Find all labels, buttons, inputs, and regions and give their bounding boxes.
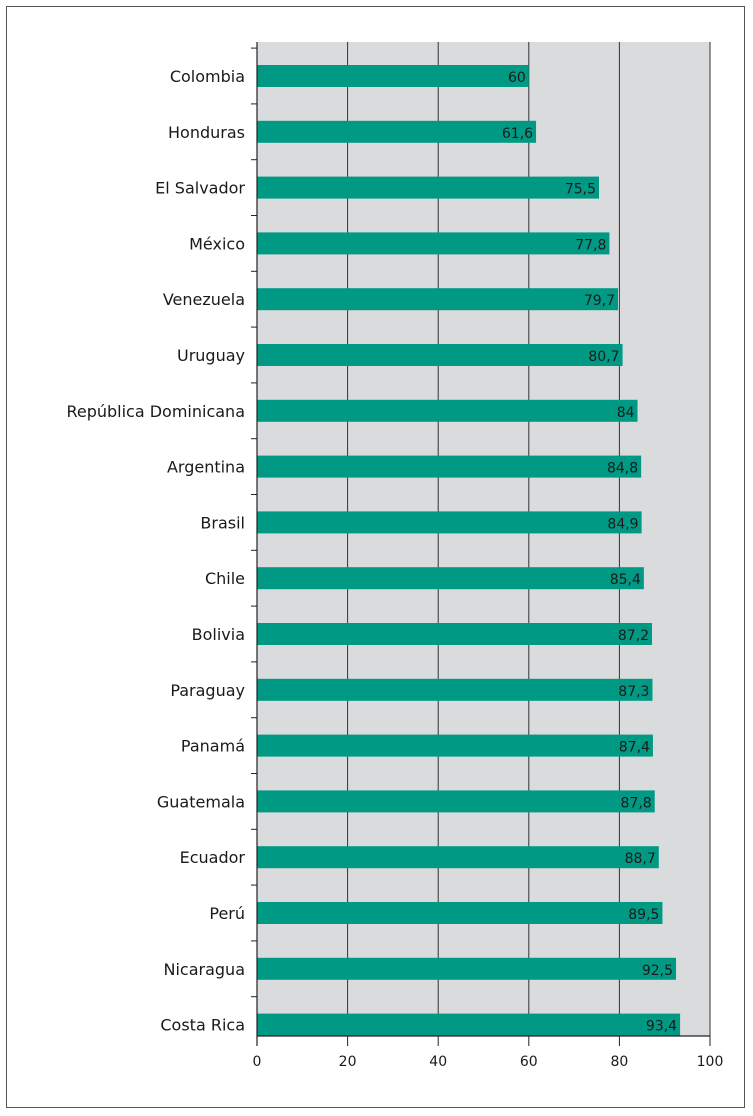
value-label: 87,8: [621, 795, 652, 811]
category-label: Bolivia: [192, 625, 245, 644]
bar: [257, 511, 642, 534]
value-label: 88,7: [625, 851, 656, 867]
x-tick-label: 40: [429, 1054, 447, 1070]
value-label: 87,3: [618, 684, 649, 700]
plot-background: [257, 42, 710, 1036]
bar: [257, 1013, 681, 1036]
category-label: Venezuela: [163, 290, 245, 309]
category-label: México: [189, 234, 245, 253]
bar: [257, 623, 653, 645]
bar: [257, 957, 677, 980]
bar: [257, 567, 644, 590]
bar: [257, 902, 663, 924]
x-tick-label: 20: [339, 1054, 357, 1070]
bar: [257, 790, 655, 813]
bar: [257, 455, 642, 478]
value-label: 79,7: [584, 293, 615, 309]
value-label: 87,2: [618, 628, 649, 644]
category-label: Argentina: [167, 458, 245, 477]
category-label: Honduras: [168, 123, 245, 142]
category-label: Uruguay: [177, 346, 245, 365]
category-label: Panamá: [181, 737, 245, 756]
category-label: Nicaragua: [164, 960, 246, 979]
value-label: 84,9: [607, 516, 638, 532]
labels: 0 20 40 60 80 100 Colombia 60 Honduras 61,6 El Sal…: [66, 67, 723, 1070]
x-tick-label: 80: [610, 1054, 628, 1070]
value-label: 80,7: [588, 349, 619, 365]
x-tick-label: 60: [520, 1054, 538, 1070]
bar: [257, 344, 623, 366]
x-tick-label: 0: [253, 1054, 262, 1070]
bar: [257, 678, 653, 701]
bar: [257, 65, 529, 87]
bar: [257, 176, 600, 199]
bar: [257, 846, 659, 869]
value-label: 92,5: [642, 963, 673, 979]
value-label: 89,5: [628, 907, 659, 923]
category-label: Paraguay: [170, 681, 245, 700]
value-label: 93,4: [646, 1019, 677, 1035]
value-label: 75,5: [565, 182, 596, 198]
value-label: 84: [617, 405, 635, 421]
category-label: Colombia: [170, 67, 245, 86]
value-label: 84,8: [607, 461, 638, 477]
value-label: 61,6: [502, 126, 533, 142]
bars: [257, 65, 681, 1036]
bar: [257, 288, 619, 311]
bar: [257, 399, 638, 422]
value-label: 87,4: [619, 740, 650, 756]
category-label: Guatemala: [157, 792, 245, 811]
value-label: 60: [508, 70, 526, 86]
value-label: 85,4: [610, 572, 641, 588]
category-label: El Salvador: [155, 179, 245, 198]
x-tick-label: 100: [697, 1054, 724, 1070]
bar: [257, 120, 537, 143]
bar: [257, 232, 610, 255]
category-label: Ecuador: [180, 848, 246, 867]
category-label: Chile: [205, 569, 245, 588]
category-label: Perú: [209, 904, 245, 923]
axes: [251, 42, 711, 1046]
bar: [257, 734, 653, 757]
category-label: Costa Rica: [160, 1016, 245, 1035]
category-label: Brasil: [200, 513, 245, 532]
gridlines: [347, 42, 711, 1036]
category-label: República Dominicana: [66, 402, 245, 421]
value-label: 77,8: [575, 237, 606, 253]
